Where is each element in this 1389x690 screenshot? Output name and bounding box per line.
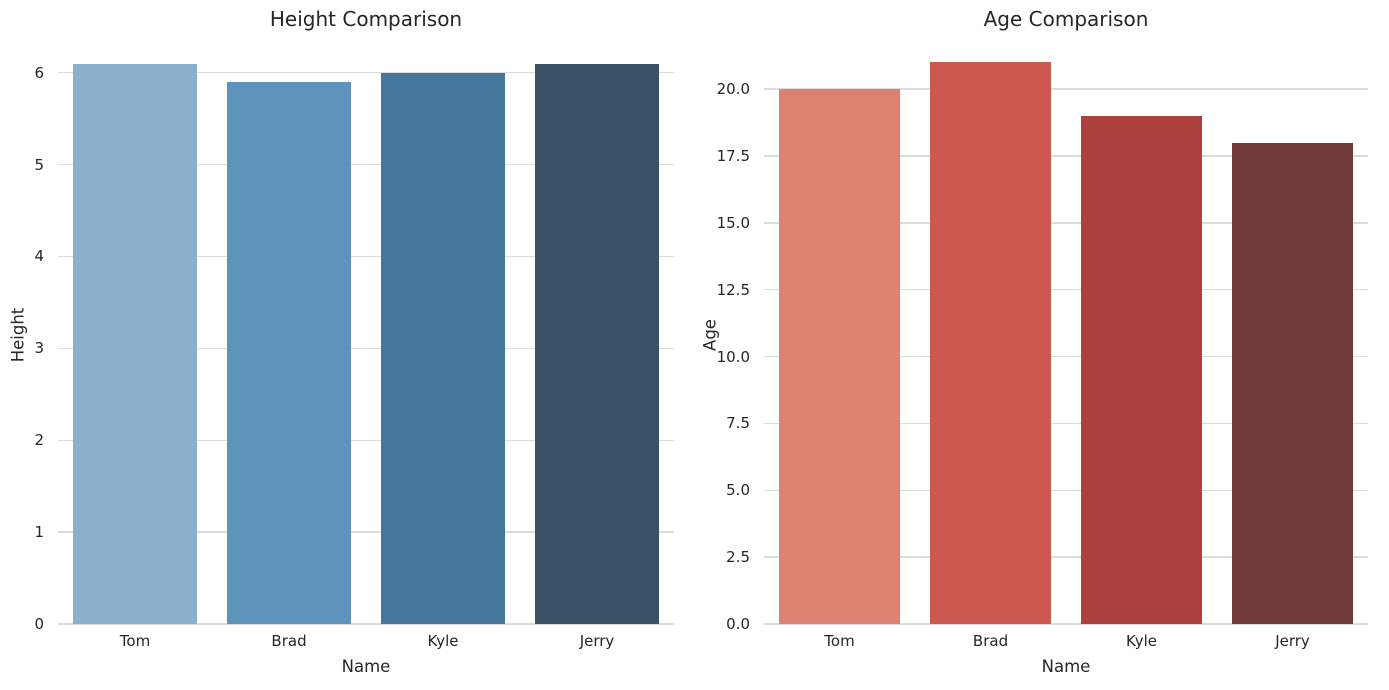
x-tick-label: Brad: [972, 632, 1009, 650]
y-tick-label: 2: [34, 431, 44, 450]
y-tick-label: 1: [34, 523, 44, 542]
bar-brad: [227, 81, 351, 624]
gridline: [764, 288, 1368, 291]
gridline: [764, 623, 1368, 625]
gridline: [764, 222, 1368, 224]
gridline: [764, 88, 1368, 90]
gridline: [764, 155, 1368, 157]
y-tick-label: 20.0: [716, 80, 750, 98]
x-tick-label: Kyle: [1125, 632, 1158, 650]
gridline: [58, 163, 674, 166]
y-axis: 0 1 2 3 4 5 6: [0, 47, 50, 633]
bar-kyle: [1081, 115, 1202, 624]
y-tick-label: 10.0: [716, 347, 750, 366]
y-tick-label: 5.0: [726, 481, 750, 500]
x-axis: Tom Brad Kyle Jerry: [764, 632, 1368, 654]
gridline: [764, 422, 1368, 425]
y-tick-label: 7.5: [726, 414, 750, 433]
y-tick-label: 5: [34, 155, 44, 174]
bar-tom: [779, 89, 900, 624]
y-tick-label: 0.0: [726, 615, 750, 633]
gridline: [58, 439, 674, 441]
y-tick-label: 2.5: [726, 548, 750, 567]
gridline: [58, 71, 674, 74]
chart-title: Age Comparison: [983, 7, 1149, 31]
gridline: [764, 355, 1368, 358]
x-tick-label: Brad: [271, 632, 307, 650]
y-tick-label: 15.0: [716, 213, 750, 232]
gridline: [58, 623, 674, 625]
y-tick-label: 17.5: [716, 146, 750, 165]
bar-tom: [73, 63, 197, 624]
gridline: [764, 489, 1368, 491]
chart-title: Height Comparison: [269, 7, 463, 31]
gridline: [58, 255, 674, 258]
bar-kyle: [381, 72, 505, 624]
x-tick-label: Kyle: [427, 632, 459, 650]
x-axis-label: Name: [341, 657, 391, 676]
plot-area: [58, 47, 674, 625]
x-tick-label: Tom: [119, 632, 151, 650]
plot-area: [764, 47, 1368, 625]
bar-jerry: [1232, 142, 1353, 624]
x-axis-label: Name: [1041, 657, 1091, 676]
x-tick-label: Jerry: [1275, 632, 1310, 650]
y-axis: 0.0 2.5 5.0 7.5 10.0 12.5 15.0 17.5 20.0: [694, 47, 756, 633]
x-axis: Tom Brad Kyle Jerry: [58, 632, 674, 654]
gridline: [58, 347, 674, 350]
y-tick-label: 3: [34, 339, 44, 358]
y-tick-label: 12.5: [716, 280, 750, 299]
bar-jerry: [535, 63, 659, 624]
gridline: [764, 556, 1368, 558]
x-tick-label: Jerry: [579, 632, 615, 650]
x-tick-label: Tom: [824, 632, 855, 650]
bar-brad: [930, 62, 1051, 624]
age-chart-panel: Age Comparison Age 0.0 2.5 5.0 7.5 10.0 12.5 1…: [694, 0, 1389, 690]
gridline: [58, 531, 674, 533]
y-tick-label: 6: [34, 63, 44, 82]
y-tick-label: 0: [34, 615, 44, 633]
y-tick-label: 4: [34, 247, 44, 266]
